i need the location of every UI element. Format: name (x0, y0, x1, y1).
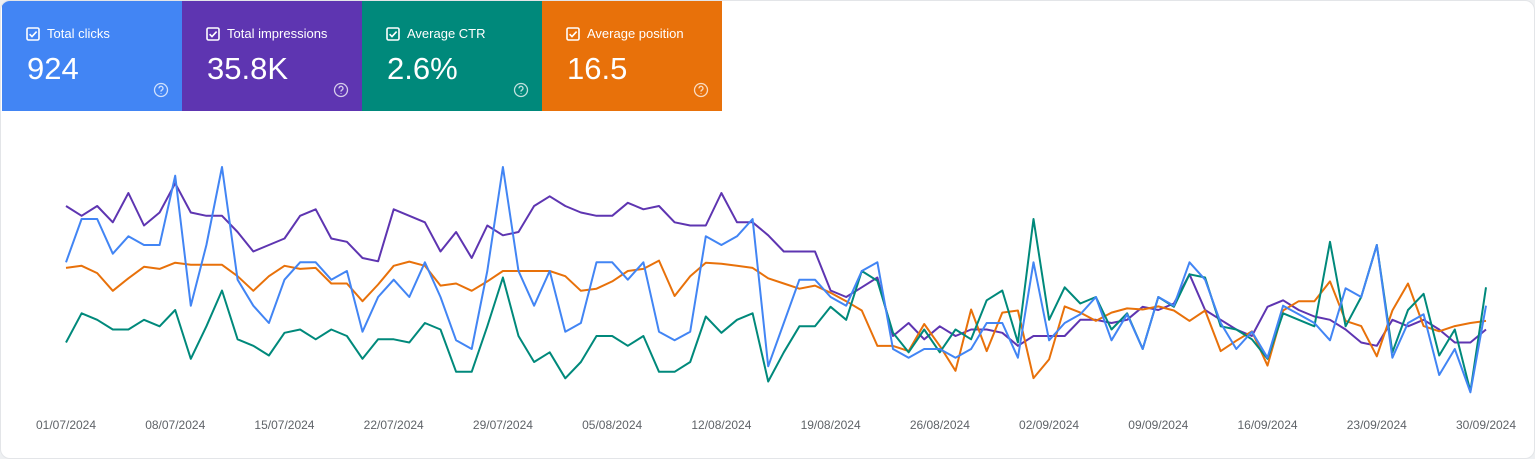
help-icon[interactable] (693, 82, 709, 98)
help-icon[interactable] (333, 82, 349, 98)
x-tick-label: 23/09/2024 (1347, 418, 1407, 432)
checkbox-box (206, 27, 220, 41)
x-tick-label: 12/08/2024 (691, 418, 751, 432)
help-circle (513, 82, 529, 98)
help-circle (693, 82, 709, 98)
series-line (65, 182, 1487, 347)
x-tick-label: 02/09/2024 (1019, 418, 1079, 432)
x-tick-label: 30/09/2024 (1456, 418, 1516, 432)
help-mark (518, 85, 524, 94)
checkbox[interactable] (26, 27, 40, 41)
help-mark (698, 85, 704, 94)
metric-label: Total impressions (227, 26, 328, 41)
metric-label: Total clicks (47, 26, 110, 41)
x-tick-label: 19/08/2024 (801, 418, 861, 432)
metric-value: 924 (27, 51, 79, 86)
checkbox-tick (389, 31, 398, 38)
x-tick-label: 01/07/2024 (36, 418, 96, 432)
checkbox-tick (29, 31, 38, 38)
metric-tile[interactable]: Total clicks 924 (2, 1, 182, 111)
checkbox[interactable] (386, 27, 400, 41)
checkbox-box (566, 27, 580, 41)
checkbox-tick (209, 31, 218, 38)
metric-value: 35.8K (207, 51, 289, 86)
x-tick-label: 29/07/2024 (473, 418, 533, 432)
metric-value: 2.6% (387, 51, 458, 86)
help-mark (158, 85, 164, 94)
metric-value: 16.5 (567, 51, 628, 86)
checkbox-tick (569, 31, 578, 38)
help-mark (338, 85, 344, 94)
help-circle (153, 82, 169, 98)
x-tick-label: 05/08/2024 (582, 418, 642, 432)
series-line (65, 218, 1487, 393)
x-tick-label: 22/07/2024 (364, 418, 424, 432)
metric-tile[interactable]: Average position 16.5 (542, 1, 722, 111)
checkbox-box (386, 27, 400, 41)
metric-tile[interactable]: Average CTR 2.6% (362, 1, 542, 111)
x-tick-label: 26/08/2024 (910, 418, 970, 432)
x-tick-label: 16/09/2024 (1238, 418, 1298, 432)
checkbox[interactable] (566, 27, 580, 41)
x-tick-label: 08/07/2024 (145, 418, 205, 432)
x-tick-label: 15/07/2024 (254, 418, 314, 432)
series-line (65, 166, 1487, 394)
checkbox-box (26, 27, 40, 41)
x-tick-label: 09/09/2024 (1128, 418, 1188, 432)
help-circle (333, 82, 349, 98)
metric-label: Average CTR (407, 26, 486, 41)
series-line (65, 259, 1487, 380)
metric-label: Average position (587, 26, 684, 41)
checkbox[interactable] (206, 27, 220, 41)
help-icon[interactable] (153, 82, 169, 98)
metric-tile[interactable]: Total impressions 35.8K (182, 1, 362, 111)
help-icon[interactable] (513, 82, 529, 98)
